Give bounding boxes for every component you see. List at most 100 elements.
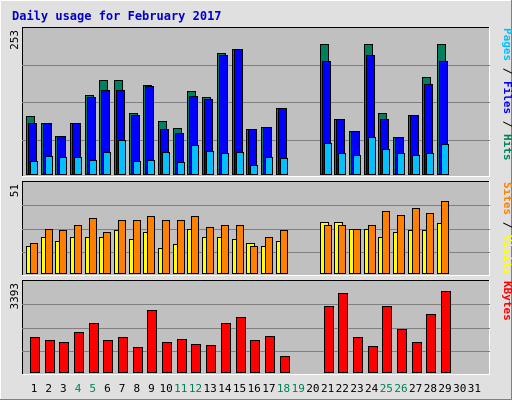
- bar-sites-day-11: [177, 220, 185, 274]
- bar-kbytes-day-28: [426, 314, 436, 373]
- series-pages: [30, 137, 449, 175]
- bar-pages-day-18: [280, 158, 288, 175]
- bar-kbytes-day-12: [191, 344, 201, 373]
- x-tick-label: 24: [365, 382, 379, 395]
- y-max-label: 51: [8, 184, 21, 197]
- x-axis: 1 2 3 4 5 6 7 8 9 10 11 12 13 14 15 16 17 18 19 20 21 22 23 24 2…: [31, 382, 481, 395]
- panel-hits-files-pages: 253 Pages / Files / Hits: [8, 27, 512, 177]
- bar-sites-day-24: [368, 225, 376, 274]
- bar-kbytes-day-15: [236, 317, 246, 373]
- bar-pages-day-28: [426, 153, 434, 175]
- bar-kbytes-day-27: [412, 342, 422, 373]
- bar-pages-day-21: [324, 143, 332, 175]
- x-tick-label: 6: [104, 382, 111, 395]
- bar-sites-day-17: [265, 237, 273, 274]
- bar-kbytes-day-5: [89, 323, 99, 373]
- bar-sites-day-8: [133, 220, 141, 274]
- y-max-label: 253: [8, 30, 21, 50]
- bar-kbytes-day-2: [45, 340, 55, 373]
- x-tick-label: 1: [31, 382, 38, 395]
- bar-kbytes-day-17: [265, 336, 275, 373]
- x-tick-label: 7: [119, 382, 126, 395]
- bar-pages-day-23: [353, 155, 361, 175]
- bar-sites-day-3: [59, 230, 67, 274]
- x-tick-label: 5: [89, 382, 96, 395]
- bar-sites-day-16: [250, 246, 258, 274]
- bar-sites-day-27: [412, 208, 420, 274]
- x-tick-label: 3: [60, 382, 67, 395]
- bar-sites-day-29: [441, 201, 449, 274]
- bar-kbytes-day-9: [147, 310, 157, 373]
- chart-title: Daily usage for February 2017: [12, 9, 222, 23]
- x-tick-label: 23: [350, 382, 363, 395]
- bar-sites-day-22: [338, 225, 346, 274]
- bar-pages-day-14: [221, 153, 229, 175]
- bar-pages-day-24: [368, 137, 376, 175]
- bar-kbytes-day-13: [206, 345, 216, 373]
- x-tick-label: 11: [174, 382, 187, 395]
- x-tick-label: 26: [394, 382, 407, 395]
- x-tick-label: 20: [306, 382, 319, 395]
- bar-pages-day-8: [133, 161, 141, 175]
- bar-sites-day-9: [147, 216, 155, 274]
- legend-hits-files-pages: Pages / Files / Hits: [501, 28, 512, 161]
- bar-kbytes-day-6: [103, 340, 113, 373]
- bar-sites-day-1: [30, 243, 38, 274]
- bar-kbytes-day-26: [397, 329, 407, 373]
- bar-kbytes-day-4: [74, 332, 84, 373]
- x-tick-label: 16: [248, 382, 261, 395]
- series-kbytes: [30, 291, 451, 373]
- bar-pages-day-1: [30, 161, 38, 175]
- x-tick-label: 12: [189, 382, 202, 395]
- x-tick-label: 18: [277, 382, 290, 395]
- bar-sites-day-23: [353, 229, 361, 274]
- x-tick-label: 4: [75, 382, 82, 395]
- x-tick-label: 17: [262, 382, 275, 395]
- bar-pages-day-12: [191, 145, 199, 175]
- x-tick-label: 19: [292, 382, 305, 395]
- bar-kbytes-day-1: [30, 337, 40, 373]
- bar-sites-day-14: [221, 225, 229, 274]
- x-tick-label: 8: [133, 382, 140, 395]
- bar-sites-day-26: [397, 215, 405, 274]
- bar-pages-day-26: [397, 153, 405, 175]
- x-tick-label: 14: [218, 382, 232, 395]
- x-tick-label: 22: [336, 382, 349, 395]
- bar-sites-day-10: [162, 220, 170, 274]
- x-tick-label: 27: [409, 382, 422, 395]
- x-tick-label: 10: [159, 382, 172, 395]
- legend-kbytes: KBytes: [501, 281, 512, 321]
- bar-sites-day-12: [191, 216, 199, 274]
- bar-pages-day-2: [45, 156, 53, 175]
- bar-sites-day-2: [45, 229, 53, 274]
- bar-kbytes-day-11: [177, 339, 187, 373]
- bar-kbytes-day-18: [280, 356, 290, 373]
- bar-pages-day-11: [177, 162, 185, 175]
- bar-pages-day-7: [118, 140, 126, 175]
- bar-kbytes-day-10: [162, 342, 172, 373]
- x-tick-label: 28: [424, 382, 437, 395]
- bar-pages-day-3: [59, 157, 67, 175]
- bar-pages-day-10: [162, 152, 170, 175]
- bar-sites-day-7: [118, 220, 126, 274]
- panel-kbytes: 3393 KBytes: [8, 280, 512, 375]
- bar-sites-day-18: [280, 230, 288, 274]
- bar-sites-day-6: [103, 232, 111, 274]
- x-tick-label: 25: [380, 382, 393, 395]
- bar-pages-day-22: [338, 153, 346, 175]
- bar-pages-day-15: [236, 152, 244, 175]
- bar-kbytes-day-25: [382, 306, 392, 373]
- bar-sites-day-25: [382, 211, 390, 274]
- bar-pages-day-16: [250, 165, 258, 175]
- bar-pages-day-13: [206, 151, 214, 175]
- x-tick-label: 30: [453, 382, 466, 395]
- x-tick-label: 2: [45, 382, 52, 395]
- x-tick-label: 15: [233, 382, 246, 395]
- bar-kbytes-day-14: [221, 323, 231, 373]
- bar-kbytes-day-8: [133, 347, 143, 373]
- bar-pages-day-4: [74, 157, 82, 175]
- series-sites: [30, 201, 449, 274]
- y-max-label: 3393: [8, 283, 21, 310]
- bar-kbytes-day-24: [368, 346, 378, 373]
